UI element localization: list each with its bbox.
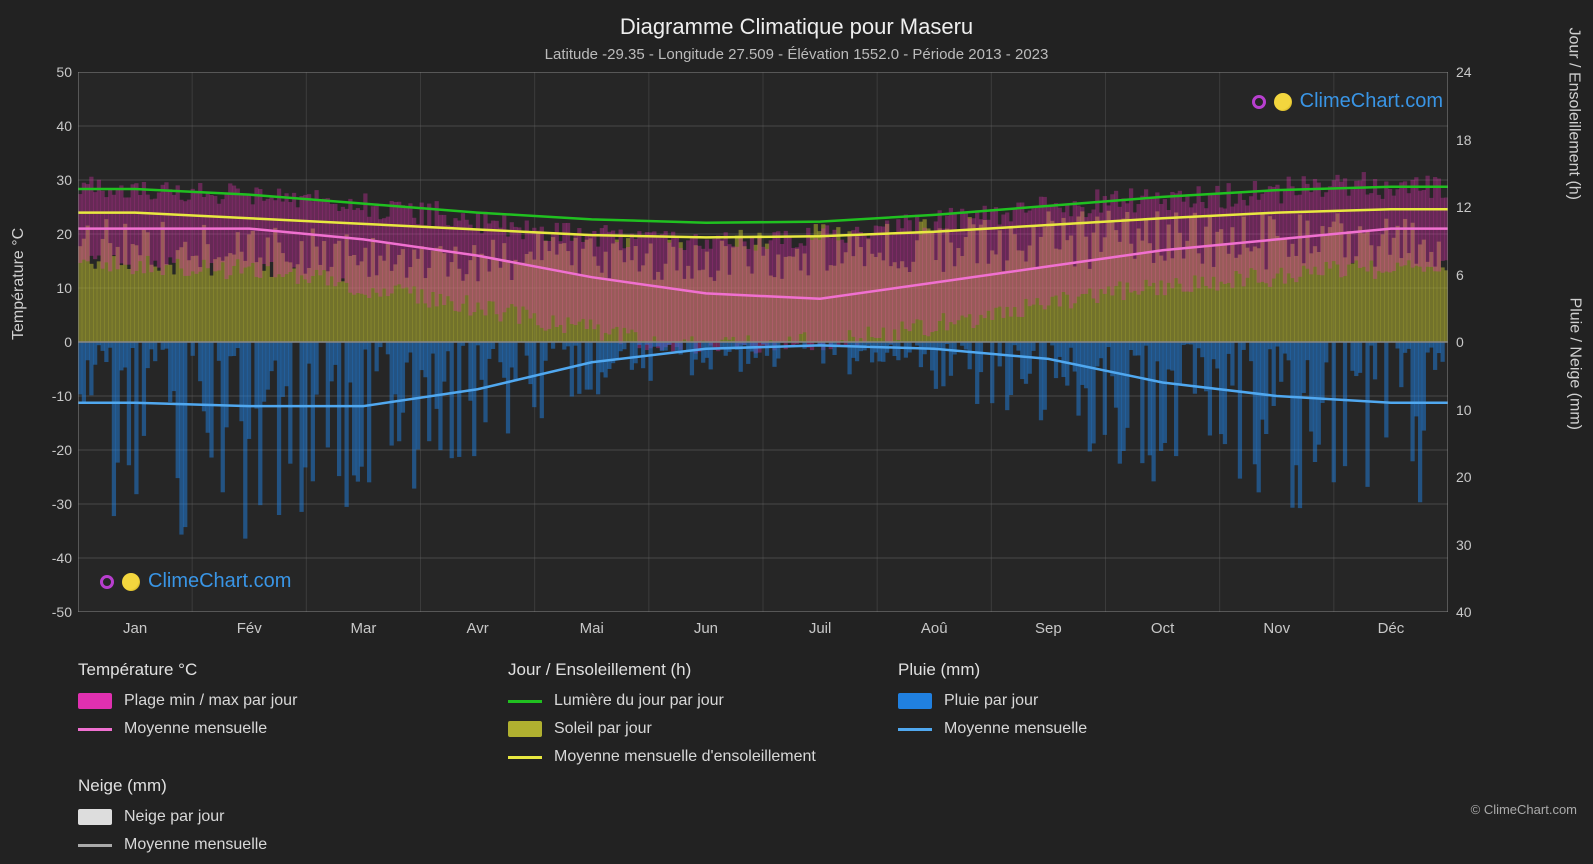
right-tick-hours: 12 xyxy=(1456,199,1496,215)
month-label: Sep xyxy=(1035,620,1062,637)
legend: Température °C Plage min / max par jour Mo… xyxy=(78,660,1518,864)
left-tick: -20 xyxy=(32,442,72,458)
legend-group-title: Jour / Ensoleillement (h) xyxy=(508,660,858,680)
month-label: Avr xyxy=(466,620,488,637)
month-label: Mar xyxy=(350,620,376,637)
legend-item: Soleil par jour xyxy=(508,720,858,738)
right-tick-hours: 6 xyxy=(1456,267,1496,283)
left-tick: -10 xyxy=(32,388,72,404)
month-label: Déc xyxy=(1378,620,1405,637)
logo-sun-icon xyxy=(1274,93,1292,111)
watermark-logo: ClimeChart.com xyxy=(100,570,291,593)
month-axis: Jan Fév Mar Avr Mai Jun Juil Aoû Sep Oct Nov Déc xyxy=(78,620,1448,644)
left-tick: -40 xyxy=(32,550,72,566)
legend-item: Pluie par jour xyxy=(898,692,1198,710)
legend-item: Plage min / max par jour xyxy=(78,692,468,710)
right-tick-mm: 30 xyxy=(1456,537,1496,553)
legend-label: Soleil par jour xyxy=(554,720,652,738)
y-axis-left-label: Température °C xyxy=(10,228,28,340)
month-label: Jan xyxy=(123,620,147,637)
legend-item: Moyenne mensuelle xyxy=(78,836,378,854)
plot-svg xyxy=(78,72,1448,612)
legend-item: Neige par jour xyxy=(78,808,378,826)
watermark-brand: ClimeChart.com xyxy=(148,570,291,593)
legend-group: Pluie (mm) Pluie par jour Moyenne mensuell… xyxy=(898,660,1198,748)
chart-title: Diagramme Climatique pour Maseru xyxy=(0,0,1593,40)
left-tick: 30 xyxy=(32,172,72,188)
legend-label: Neige par jour xyxy=(124,808,225,826)
plot-area xyxy=(78,72,1448,612)
month-label: Oct xyxy=(1151,620,1174,637)
left-tick: 50 xyxy=(32,64,72,80)
left-tick: 0 xyxy=(32,334,72,350)
chart-subtitle: Latitude -29.35 - Longitude 27.509 - Élé… xyxy=(0,46,1593,63)
legend-swatch xyxy=(508,756,542,759)
legend-swatch xyxy=(78,809,112,825)
legend-group: Température °C Plage min / max par jour Mo… xyxy=(78,660,468,748)
watermark-logo-top: ClimeChart.com xyxy=(1252,90,1443,113)
month-label: Aoû xyxy=(921,620,948,637)
y-axis-right-bottom-label: Pluie / Neige (mm) xyxy=(1565,298,1583,430)
legend-label: Moyenne mensuelle xyxy=(124,836,267,854)
legend-swatch xyxy=(78,728,112,731)
legend-label: Moyenne mensuelle xyxy=(944,720,1087,738)
legend-item: Lumière du jour par jour xyxy=(508,692,858,710)
watermark-brand: ClimeChart.com xyxy=(1300,90,1443,113)
left-tick: 10 xyxy=(32,280,72,296)
legend-group-title: Neige (mm) xyxy=(78,776,378,796)
right-tick-hours: 24 xyxy=(1456,64,1496,80)
legend-label: Lumière du jour par jour xyxy=(554,692,724,710)
legend-label: Pluie par jour xyxy=(944,692,1038,710)
legend-item: Moyenne mensuelle xyxy=(898,720,1198,738)
legend-label: Moyenne mensuelle d'ensoleillement xyxy=(554,748,816,766)
left-tick: 20 xyxy=(32,226,72,242)
legend-group: Jour / Ensoleillement (h) Lumière du jour… xyxy=(508,660,858,776)
left-tick: -50 xyxy=(32,604,72,620)
left-tick: 40 xyxy=(32,118,72,134)
legend-group: Neige (mm) Neige par jour Moyenne mensuell… xyxy=(78,776,378,864)
logo-ring-icon xyxy=(1252,95,1266,109)
right-tick-hours: 18 xyxy=(1456,132,1496,148)
legend-swatch xyxy=(508,721,542,737)
left-tick: -30 xyxy=(32,496,72,512)
legend-group-title: Température °C xyxy=(78,660,468,680)
legend-swatch xyxy=(78,844,112,847)
legend-item: Moyenne mensuelle d'ensoleillement xyxy=(508,748,858,766)
month-label: Fév xyxy=(237,620,262,637)
legend-swatch xyxy=(898,693,932,709)
right-tick-mm: 20 xyxy=(1456,469,1496,485)
right-tick-mm: 40 xyxy=(1456,604,1496,620)
legend-swatch xyxy=(508,700,542,703)
legend-swatch xyxy=(78,693,112,709)
month-label: Mai xyxy=(580,620,604,637)
legend-swatch xyxy=(898,728,932,731)
logo-ring-icon xyxy=(100,575,114,589)
legend-group-title: Pluie (mm) xyxy=(898,660,1198,680)
chart-container: { "title": "Diagramme Climatique pour Ma… xyxy=(0,0,1593,825)
month-label: Juil xyxy=(809,620,832,637)
month-label: Jun xyxy=(694,620,718,637)
right-tick-hours: 0 xyxy=(1456,334,1496,350)
legend-label: Moyenne mensuelle xyxy=(124,720,267,738)
right-tick-mm: 10 xyxy=(1456,402,1496,418)
y-axis-right-top-label: Jour / Ensoleillement (h) xyxy=(1565,27,1583,200)
legend-label: Plage min / max par jour xyxy=(124,692,297,710)
copyright: © ClimeChart.com xyxy=(1471,802,1577,817)
month-label: Nov xyxy=(1263,620,1290,637)
logo-sun-icon xyxy=(122,573,140,591)
legend-item: Moyenne mensuelle xyxy=(78,720,468,738)
